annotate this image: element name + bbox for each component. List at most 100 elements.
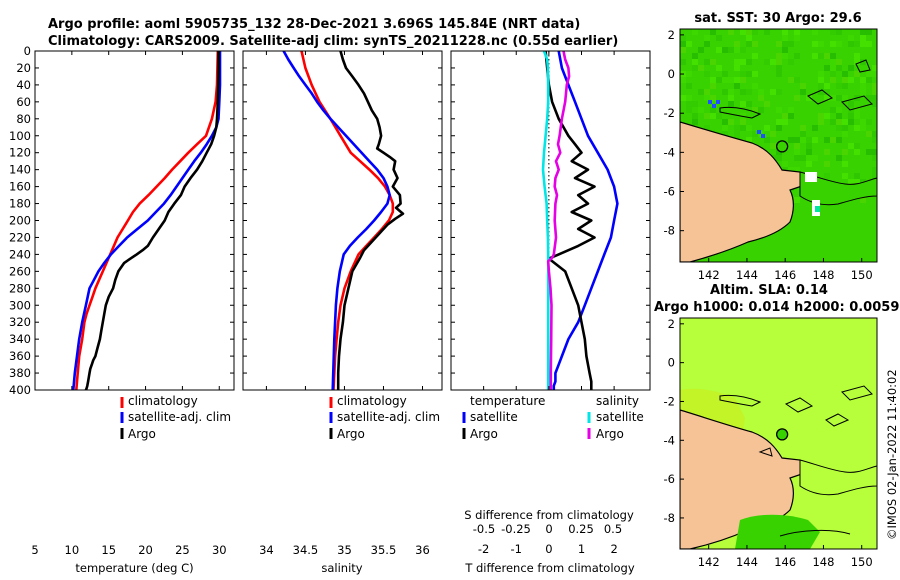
river-outline	[779, 529, 851, 537]
temperature-xlabel: temperature (deg C)	[75, 561, 193, 575]
sst-cell	[770, 89, 776, 95]
sst-cell	[860, 59, 866, 65]
y-tick-label: 20	[16, 61, 31, 75]
sst-cell	[746, 59, 752, 65]
sst-cell	[704, 35, 710, 41]
x-tick-label: 2	[610, 542, 617, 556]
sst-cell	[788, 137, 794, 143]
sst-cell	[764, 125, 770, 131]
sst-cell	[824, 83, 830, 89]
x2-tick-label: -0.5	[473, 522, 495, 536]
map-y-tick-label: 0	[668, 356, 675, 370]
x-tick-label: 10	[65, 543, 80, 557]
sst-cell	[776, 149, 782, 155]
x2-tick-label: -0.25	[501, 522, 531, 536]
sst-cell	[776, 89, 782, 95]
sla-map-title: Altim. SLA: 0.14	[710, 283, 828, 298]
map-y-tick-label: 0	[668, 67, 675, 81]
sst-cell	[746, 35, 752, 41]
sst-cell	[746, 41, 752, 47]
sst-cell	[830, 119, 836, 125]
sst-cell	[818, 113, 824, 119]
series-line-s-satellite	[541, 51, 550, 390]
sst-cell	[818, 89, 824, 95]
sst-cell	[872, 95, 877, 101]
legend-label-s-satellite: satellite	[596, 410, 644, 424]
sst-cell	[800, 131, 806, 137]
sst-cell	[782, 113, 788, 119]
new-guinea-land	[680, 409, 803, 549]
y-tick-label: 140	[9, 163, 31, 177]
sst-cell	[722, 119, 728, 125]
sst-cell	[776, 155, 782, 161]
sst-cell	[722, 71, 728, 77]
sst-cell	[728, 89, 734, 95]
sst-cell	[740, 71, 746, 77]
sst-map-frame	[679, 28, 878, 263]
sst-cell	[788, 167, 794, 173]
map-x-tick-label: 148	[812, 555, 834, 569]
sst-cell	[836, 113, 842, 119]
sst-cell	[836, 137, 842, 143]
legend-label-climatology: climatology	[337, 394, 407, 408]
sst-cell	[752, 71, 758, 77]
map-x-tick-label: 146	[774, 268, 796, 282]
sst-cell	[860, 29, 866, 35]
sst-cell	[848, 101, 854, 107]
argo-location-marker	[775, 428, 789, 441]
island-outlines	[719, 59, 873, 119]
sst-cell	[734, 131, 740, 137]
sst-cell	[854, 143, 860, 149]
sst-cell	[704, 71, 710, 77]
sst-cell	[704, 95, 710, 101]
sst-cell	[824, 137, 830, 143]
y-tick-label: 320	[9, 315, 31, 329]
sst-cell	[872, 155, 877, 161]
sst-cell	[812, 41, 818, 47]
series-line-climatology	[75, 51, 220, 390]
sst-cell	[692, 59, 698, 65]
y-tick-label: 40	[16, 78, 31, 92]
sst-cell	[854, 53, 860, 59]
map-x-tick-label: 146	[774, 555, 796, 569]
x2-tick-label: 0.5	[604, 522, 622, 536]
sst-cell	[848, 77, 854, 83]
legend-label-t-argo: Argo	[470, 427, 498, 441]
map-y-tick-label: 2	[668, 28, 675, 42]
y-tick-label: 60	[16, 95, 31, 109]
x-tick-label: 15	[101, 543, 116, 557]
sst-cell	[680, 41, 686, 47]
sst-cell	[746, 125, 752, 131]
difference-legend-temperature: temperature satellite Argo	[462, 394, 545, 441]
sst-cell	[872, 149, 877, 155]
x-tick-label: -1	[511, 542, 522, 556]
legend-label-satellite: satellite-adj. clim	[337, 410, 440, 424]
sst-cell	[740, 125, 746, 131]
x-tick-label: 0	[545, 542, 552, 556]
imos-timestamp: ©IMOS 02-Jan-2022 11:40:02	[885, 369, 899, 540]
x-tick-label: 20	[138, 543, 153, 557]
sst-cell	[836, 125, 842, 131]
sst-cell	[872, 83, 877, 89]
y-tick-label: 400	[9, 383, 31, 397]
sst-cell	[782, 29, 788, 35]
island-outlines	[719, 385, 873, 457]
sst-cell	[752, 29, 758, 35]
difference-panel: -2 -1 0 1 2 T difference from climatology S …	[450, 50, 651, 575]
legend-label-satellite: satellite-adj. clim	[128, 410, 231, 424]
sst-cell	[746, 71, 752, 77]
sst-cell	[794, 29, 800, 35]
difference-xlabel: T difference from climatology	[464, 561, 635, 575]
sst-cell	[854, 173, 860, 179]
sst-cell	[794, 77, 800, 83]
sst-cell	[764, 29, 770, 35]
y-tick-label: 380	[9, 366, 31, 380]
sst-cell	[854, 113, 860, 119]
sst-cell	[848, 35, 854, 41]
sst-cell	[740, 29, 746, 35]
sst-cell	[842, 131, 848, 137]
sst-cell	[830, 29, 836, 35]
y-tick-label: 360	[9, 349, 31, 363]
sst-cell	[692, 65, 698, 71]
